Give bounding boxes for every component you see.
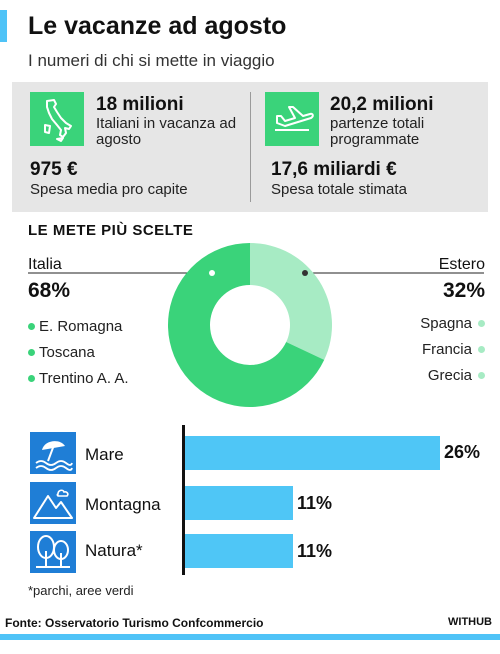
italy-destination-label: Trentino A. A. [39, 370, 129, 387]
bar-montagna [185, 486, 293, 520]
stat-departures-desc: partenze totali programmate [330, 115, 425, 148]
italy-dot-icon [28, 375, 35, 382]
donut-leader-dot [209, 270, 215, 276]
abroad-destination-label: Francia [421, 341, 472, 358]
stats-divider [250, 92, 251, 202]
abroad-destination-item: Spagna [420, 315, 485, 332]
source-credit: Fonte: Osservatorio Turismo Confcommerci… [5, 616, 264, 630]
stat-italians-count: 18 milioni [96, 94, 184, 115]
italy-destination-item: Trentino A. A. [28, 370, 129, 387]
bar-value-natura: 11% [297, 541, 333, 561]
destinations-title: LE METE PIÙ SCELTE [28, 222, 194, 239]
abroad-dot-icon [478, 320, 485, 327]
abroad-label: Estero [438, 256, 485, 273]
stat-avg-spend: 975 € [30, 159, 78, 180]
bar-value-montagna: 11% [297, 493, 333, 513]
stat-total-spend-desc: Spesa totale stimata [271, 181, 407, 198]
footnote: *parchi, aree verdi [28, 583, 134, 598]
beach-umbrella-icon [30, 432, 76, 474]
stat-avg-spend-desc: Spesa media pro capite [30, 181, 188, 198]
airplane-icon [265, 92, 319, 146]
bar-value-mare: 26% [444, 442, 481, 462]
stat-italians-desc: Italiani in vacanza ad agosto [96, 115, 237, 148]
page-title: Le vacanze ad agosto [28, 12, 287, 40]
abroad-pct: 32% [442, 279, 485, 302]
abroad-destination-item: Grecia [428, 367, 485, 384]
stat-total-spend: 17,6 miliardi € [271, 159, 397, 180]
abroad-dot-icon [478, 372, 485, 379]
stat-departures-count: 20,2 milioni [330, 94, 434, 115]
donut-slice-estero [250, 243, 333, 360]
brand-logo: WITHUB [448, 616, 492, 628]
italy-destination-label: E. Romagna [39, 318, 123, 335]
italy-destination-item: Toscana [28, 344, 95, 361]
mountains-icon [30, 482, 76, 524]
donut-slice-italia [168, 243, 325, 407]
abroad-destination-item: Francia [422, 341, 485, 358]
italy-map-icon [30, 92, 84, 146]
bar-chart-axis [182, 425, 185, 575]
page-subtitle: I numeri di chi si mette in viaggio [28, 51, 275, 70]
bar-label-montagna: Montagna [85, 495, 161, 514]
bar-mare [185, 436, 440, 470]
abroad-dot-icon [478, 346, 485, 353]
header-accent-bar [0, 10, 7, 42]
bar-natura [185, 534, 293, 568]
italy-pct: 68% [28, 279, 71, 302]
italy-dot-icon [28, 323, 35, 330]
italy-destination-item: E. Romagna [28, 318, 122, 335]
italy-dot-icon [28, 349, 35, 356]
bar-label-natura: Natura* [85, 541, 143, 560]
abroad-destination-label: Grecia [427, 367, 472, 384]
italy-destination-label: Toscana [39, 344, 95, 361]
trees-icon [30, 531, 76, 573]
donut-leader-dot [302, 270, 308, 276]
abroad-destination-label: Spagna [420, 315, 472, 332]
italy-label: Italia [28, 256, 62, 273]
bar-label-mare: Mare [85, 445, 124, 464]
footer-accent-bar [0, 634, 500, 640]
